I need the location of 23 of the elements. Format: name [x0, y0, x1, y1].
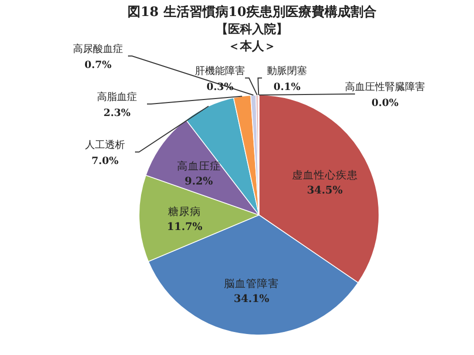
slice-label: 肝機能障害	[195, 65, 245, 77]
slice-label: 動脈閉塞	[267, 65, 307, 77]
data-label: 0.7%	[84, 60, 112, 71]
data-label: 7.0%	[92, 156, 119, 167]
data-label: 0.3%	[206, 82, 234, 93]
slice-label: 虚血性心疾患	[292, 168, 358, 182]
data-label: 9.2%	[184, 175, 213, 188]
data-label: 11.7%	[166, 221, 202, 234]
text: ＜本人＞	[228, 39, 276, 53]
text: 0.0%	[372, 98, 398, 109]
chart-subtitle: 【医科入院】	[216, 22, 288, 36]
slice-label: 高血圧症	[176, 159, 221, 172]
data-label: 2.3%	[104, 108, 131, 119]
slice-label: 人工透析	[85, 139, 125, 151]
category-label: 高血圧性腎臓障害	[345, 82, 425, 93]
data-label: 0.1%	[274, 82, 301, 93]
slice-label: 高脂血症	[97, 91, 137, 103]
slice-label: 脳血管障害	[224, 277, 280, 290]
data-label: 34.5%	[307, 184, 343, 196]
data-label: 34.1%	[234, 293, 270, 306]
chart-title: 図18 生活習慣病10疾患別医療費構成割合	[128, 4, 376, 20]
slice-label: 高尿酸血症	[73, 43, 123, 55]
slice-label: 糖尿病	[168, 205, 202, 218]
